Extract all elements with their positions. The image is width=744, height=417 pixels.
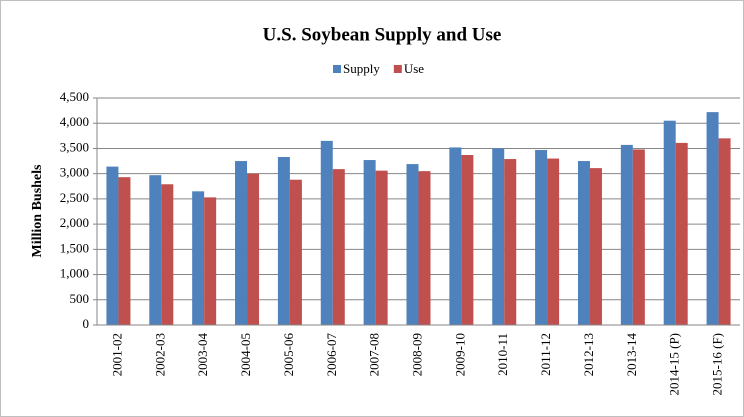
legend-swatch bbox=[393, 65, 402, 73]
bar bbox=[161, 184, 174, 325]
y-tick-label: 2,000 bbox=[60, 215, 89, 230]
bar bbox=[320, 140, 333, 325]
x-tick-label: 2009-10 bbox=[452, 333, 467, 376]
bar bbox=[577, 161, 590, 325]
y-tick-label: 2,500 bbox=[60, 190, 89, 205]
bar bbox=[418, 171, 431, 325]
bar bbox=[706, 112, 719, 325]
bar bbox=[492, 148, 505, 325]
y-tick-label: 1,000 bbox=[60, 266, 89, 281]
bar bbox=[547, 158, 560, 325]
chart-title: U.S. Soybean Supply and Use bbox=[263, 24, 502, 45]
y-tick-label: 4,500 bbox=[60, 89, 89, 104]
bar bbox=[589, 168, 602, 325]
x-tick-label: 2014-15 (P) bbox=[667, 333, 682, 395]
x-tick-label: 2015-16 (F) bbox=[710, 333, 725, 395]
y-tick-label: 1,500 bbox=[60, 240, 89, 255]
bar bbox=[461, 155, 474, 325]
x-tick-label: 2003-04 bbox=[195, 333, 210, 377]
bar bbox=[204, 197, 217, 325]
y-tick-label: 3,500 bbox=[60, 139, 89, 154]
bar bbox=[149, 175, 162, 325]
bar bbox=[504, 159, 517, 325]
bar bbox=[106, 166, 119, 325]
legend-label: Supply bbox=[343, 61, 380, 76]
legend-label: Use bbox=[404, 61, 424, 76]
bar bbox=[118, 177, 131, 325]
x-tick-label: 2005-06 bbox=[281, 333, 296, 377]
x-tick-label: 2001-02 bbox=[109, 333, 124, 376]
bar bbox=[632, 149, 645, 325]
y-axis-label: Million Bushels bbox=[30, 164, 45, 258]
x-tick-label: 2002-03 bbox=[152, 333, 167, 376]
x-tick-label: 2011-12 bbox=[538, 333, 553, 376]
x-tick-label: 2004-05 bbox=[238, 333, 253, 376]
legend-swatch bbox=[333, 65, 341, 73]
bar bbox=[406, 164, 419, 325]
y-tick-label: 500 bbox=[70, 291, 90, 306]
bar bbox=[247, 173, 260, 325]
bar bbox=[235, 161, 248, 325]
bar bbox=[663, 120, 676, 325]
x-tick-label: 2013-14 bbox=[624, 333, 639, 377]
bar bbox=[375, 170, 388, 325]
x-tick-label: 2012-13 bbox=[581, 333, 596, 376]
x-tick-label: 2010-11 bbox=[495, 333, 510, 376]
x-tick-label: 2008-09 bbox=[409, 333, 424, 376]
bar bbox=[289, 179, 302, 325]
bar bbox=[332, 169, 345, 325]
bar bbox=[192, 191, 205, 325]
y-tick-label: 0 bbox=[83, 316, 90, 331]
y-tick-label: 4,000 bbox=[60, 114, 89, 129]
bar bbox=[620, 144, 633, 325]
bar bbox=[675, 142, 688, 325]
x-tick-label: 2006-07 bbox=[324, 333, 339, 377]
bar bbox=[535, 149, 548, 325]
bar bbox=[449, 147, 462, 325]
bar bbox=[363, 160, 376, 325]
y-tick-label: 3,000 bbox=[60, 165, 89, 180]
x-tick-label: 2007-08 bbox=[367, 333, 382, 376]
bar bbox=[718, 138, 731, 325]
bar bbox=[277, 157, 290, 325]
